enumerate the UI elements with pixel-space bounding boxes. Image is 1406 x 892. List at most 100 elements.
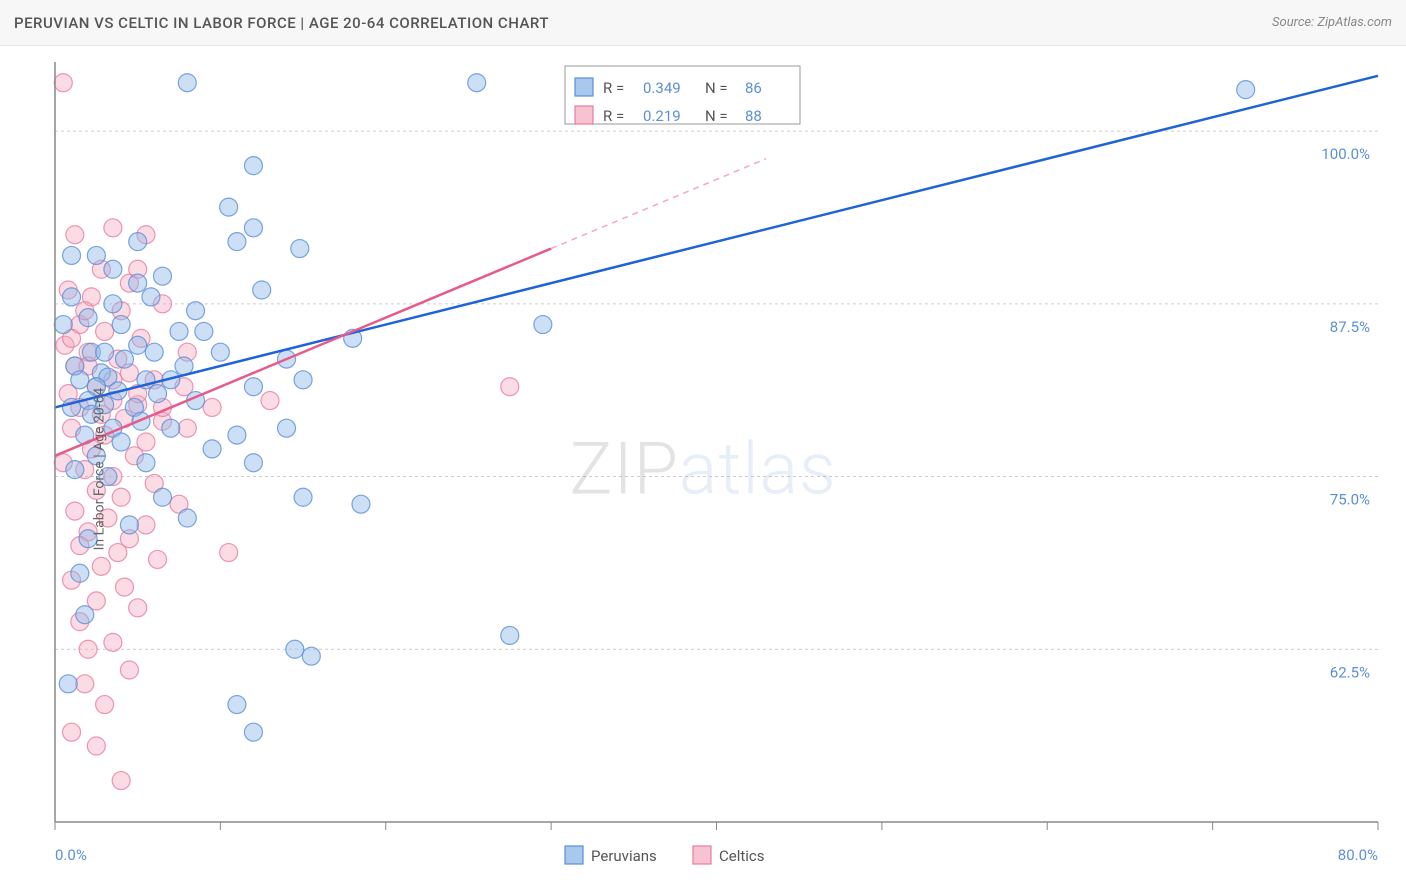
data-point-peruvian (178, 74, 196, 92)
data-point-peruvian (291, 240, 309, 258)
data-point-celtic (66, 502, 84, 520)
y-tick-label: 62.5% (1330, 663, 1370, 681)
legend-bottom-swatch-blue (565, 846, 583, 864)
data-point-peruvian (96, 343, 114, 361)
data-point-peruvian (211, 343, 229, 361)
legend-r-value: 0.349 (643, 79, 681, 97)
legend-bottom-label: Celtics (719, 847, 765, 865)
data-point-celtic (120, 661, 138, 679)
data-point-peruvian (278, 419, 296, 437)
correlation-legend-box (565, 66, 800, 124)
legend-bottom-swatch-pink (693, 846, 711, 864)
data-point-peruvian (244, 454, 262, 472)
data-point-peruvian (170, 322, 188, 340)
data-point-peruvian (63, 246, 81, 264)
data-point-peruvian (71, 564, 89, 582)
legend-bottom-label: Peruvians (591, 847, 657, 865)
data-point-celtic (109, 544, 127, 562)
y-tick-label: 75.0% (1330, 491, 1370, 509)
data-point-peruvian (71, 371, 89, 389)
data-point-celtic (54, 74, 72, 92)
data-point-peruvian (286, 640, 304, 658)
data-point-peruvian (66, 461, 84, 479)
data-point-peruvian (153, 488, 171, 506)
data-point-celtic (261, 392, 279, 410)
chart-title: PERUVIAN VS CELTIC IN LABOR FORCE | AGE … (14, 14, 549, 32)
data-point-peruvian (153, 267, 171, 285)
data-point-peruvian (1237, 81, 1255, 99)
data-point-peruvian (468, 74, 486, 92)
data-point-peruvian (162, 419, 180, 437)
data-point-peruvian (142, 288, 160, 306)
chart-area: In Labor Force | Age 20-64 62.5%75.0%87.… (0, 46, 1406, 892)
x-max-label: 80.0% (1338, 846, 1378, 864)
legend-n-label: N = (705, 107, 728, 125)
data-point-celtic (501, 378, 519, 396)
data-point-celtic (63, 723, 81, 741)
trendline-peruvian (55, 76, 1378, 408)
data-point-peruvian (294, 371, 312, 389)
data-point-celtic (79, 640, 97, 658)
data-point-peruvian (54, 316, 72, 334)
data-point-celtic (112, 772, 130, 790)
data-point-peruvian (76, 606, 94, 624)
y-tick-label: 100.0% (1321, 145, 1370, 163)
data-point-celtic (112, 488, 130, 506)
data-point-peruvian (115, 350, 133, 368)
legend-n-value: 88 (745, 107, 762, 125)
data-point-peruvian (244, 723, 262, 741)
data-point-peruvian (112, 316, 130, 334)
data-point-peruvian (228, 426, 246, 444)
data-point-peruvian (244, 157, 262, 175)
data-point-celtic (178, 419, 196, 437)
data-point-celtic (96, 696, 114, 714)
data-point-peruvian (129, 274, 147, 292)
data-point-peruvian (63, 288, 81, 306)
data-point-peruvian (244, 378, 262, 396)
legend-r-value: 0.219 (643, 107, 681, 125)
data-point-celtic (76, 675, 94, 693)
data-point-peruvian (228, 233, 246, 251)
data-point-celtic (220, 544, 238, 562)
data-point-peruvian (352, 495, 370, 513)
source-attribution: Source: ZipAtlas.com (1272, 15, 1392, 30)
data-point-peruvian (203, 440, 221, 458)
data-point-peruvian (187, 302, 205, 320)
data-point-peruvian (302, 647, 320, 665)
data-point-peruvian (294, 488, 312, 506)
data-point-peruvian (112, 433, 130, 451)
data-point-peruvian (178, 509, 196, 527)
data-point-peruvian (228, 696, 246, 714)
data-point-peruvian (195, 322, 213, 340)
data-point-celtic (115, 578, 133, 596)
data-point-peruvian (253, 281, 271, 299)
data-point-peruvian (79, 309, 97, 327)
legend-n-value: 86 (745, 79, 762, 97)
data-point-peruvian (149, 385, 167, 403)
data-point-peruvian (104, 295, 122, 313)
data-point-peruvian (145, 343, 163, 361)
data-point-peruvian (501, 626, 519, 644)
data-point-celtic (129, 599, 147, 617)
data-point-peruvian (59, 675, 77, 693)
legend-swatch-blue (575, 78, 593, 96)
data-point-peruvian (244, 219, 262, 237)
data-point-peruvian (87, 246, 105, 264)
data-point-celtic (149, 550, 167, 568)
legend-r-label: R = (603, 107, 624, 125)
data-point-peruvian (534, 316, 552, 334)
x-min-label: 0.0% (55, 846, 87, 864)
data-point-celtic (87, 737, 105, 755)
chart-header: PERUVIAN VS CELTIC IN LABOR FORCE | AGE … (0, 0, 1406, 46)
data-point-peruvian (104, 260, 122, 278)
data-point-peruvian (137, 454, 155, 472)
y-tick-label: 87.5% (1330, 318, 1370, 336)
data-point-celtic (137, 516, 155, 534)
legend-r-label: R = (603, 79, 624, 97)
scatter-chart: 62.5% 75.0% 87.5% 100.0% 0.0% 80.0% R = 0.349 N… (0, 46, 1406, 892)
data-point-celtic (104, 633, 122, 651)
data-point-celtic (92, 557, 110, 575)
legend-swatch-pink (575, 106, 593, 124)
data-point-celtic (203, 398, 221, 416)
data-point-peruvian (129, 336, 147, 354)
